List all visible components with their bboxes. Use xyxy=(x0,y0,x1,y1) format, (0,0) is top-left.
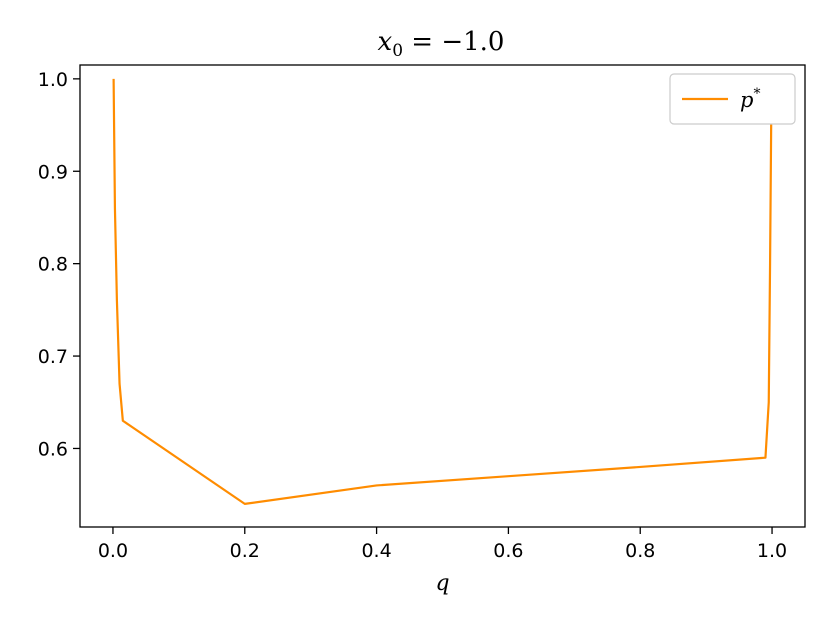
plot-area-frame xyxy=(79,64,806,528)
y-tick-label: 0.8 xyxy=(38,254,68,276)
y-tick-label: 1.0 xyxy=(38,69,68,91)
legend-box xyxy=(669,73,796,125)
x-axis-ticks: 0.0 0.2 0.4 0.6 0.8 1.0 xyxy=(98,527,787,562)
legend-label-p-star: p* xyxy=(740,86,760,112)
title-x: x xyxy=(378,27,393,57)
y-axis-ticks: 0.6 0.7 0.8 0.9 1.0 xyxy=(38,69,80,460)
x-tick-label: 0.2 xyxy=(230,540,260,562)
legend: p* xyxy=(669,73,796,125)
title-subscript: 0 xyxy=(392,41,403,61)
chart-title: x0 = −1.0 xyxy=(378,27,505,61)
x-tick-label: 1.0 xyxy=(757,540,787,562)
x-tick-label: 0.8 xyxy=(625,540,655,562)
title-rest: = −1.0 xyxy=(403,27,504,57)
x-tick-label: 0.4 xyxy=(361,540,391,562)
y-tick-label: 0.9 xyxy=(38,161,68,183)
x-tick-label: 0.0 xyxy=(98,540,128,562)
series-layer xyxy=(112,78,773,505)
series-line-p-star xyxy=(112,78,773,505)
y-tick-label: 0.7 xyxy=(38,346,68,368)
x-axis-label: q xyxy=(435,571,449,596)
legend-star: * xyxy=(753,86,760,102)
legend-p: p xyxy=(740,88,753,112)
y-tick-label: 0.6 xyxy=(38,438,68,460)
x-tick-label: 0.6 xyxy=(493,540,523,562)
